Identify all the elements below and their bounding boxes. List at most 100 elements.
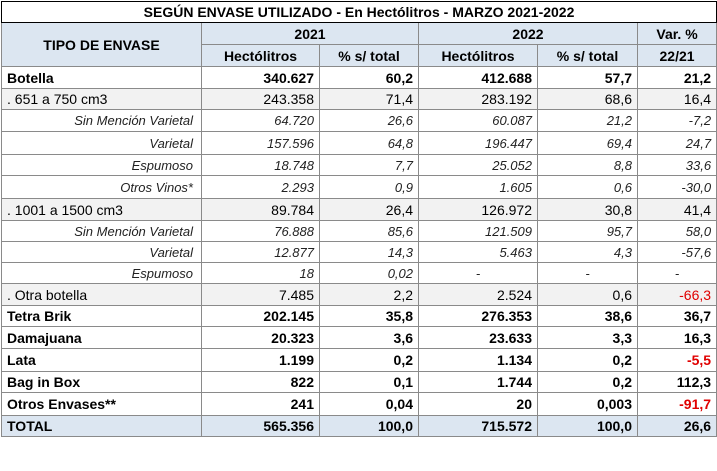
pct-2021: 0,04 bbox=[319, 392, 419, 416]
pct-2022: 0,2 bbox=[537, 371, 638, 393]
var-pct: 16,4 bbox=[636, 88, 717, 110]
pct-2022-header: % s/ total bbox=[537, 44, 638, 67]
hectolitros-2022: 23.633 bbox=[418, 326, 538, 349]
pct-2022: 21,2 bbox=[537, 109, 638, 132]
hectolitros-2022: 5.463 bbox=[418, 241, 538, 263]
pct-2022: 0,6 bbox=[537, 175, 638, 199]
var-pct: -30,0 bbox=[636, 175, 717, 199]
year-2021-header: 2021 bbox=[201, 22, 419, 45]
pct-2022: 38,6 bbox=[537, 305, 638, 327]
pct-2022: 69,4 bbox=[537, 131, 638, 155]
table-row: Damajuana 20.323 3,6 23.633 3,3 16,3 bbox=[1, 326, 717, 349]
pct-2021: 64,8 bbox=[319, 131, 419, 155]
year-2022-header: 2022 bbox=[418, 22, 638, 45]
row-label: . Otra botella bbox=[1, 283, 202, 306]
row-label: TOTAL bbox=[1, 415, 202, 437]
pct-2021: 0,1 bbox=[319, 371, 419, 393]
var-pct: 41,4 bbox=[636, 198, 717, 221]
pct-2021: 35,8 bbox=[319, 305, 419, 327]
var-pct: 33,6 bbox=[636, 154, 717, 176]
hectolitros-2021: 565.356 bbox=[201, 415, 320, 437]
pct-2022: 30,8 bbox=[537, 198, 638, 221]
pct-2021: 3,6 bbox=[319, 326, 419, 349]
hectolitros-2021: 18.748 bbox=[201, 154, 320, 176]
row-label: Botella bbox=[1, 66, 202, 89]
var-pct: 24,7 bbox=[636, 131, 717, 155]
row-label: . 1001 a 1500 cm3 bbox=[1, 198, 202, 221]
table-row: TOTAL 565.356 100,0 715.572 100,0 26,6 bbox=[1, 415, 717, 437]
row-label: Sin Mención Varietal bbox=[1, 220, 202, 242]
hectolitros-2021: 64.720 bbox=[201, 109, 320, 132]
hectolitros-2021: 241 bbox=[201, 392, 320, 416]
pct-2022: 4,3 bbox=[537, 241, 638, 263]
hectolitros-2022: 60.087 bbox=[418, 109, 538, 132]
hectolitros-2021: 243.358 bbox=[201, 88, 320, 110]
pct-2022: 57,7 bbox=[537, 66, 638, 89]
hectolitros-2021: 157.596 bbox=[201, 131, 320, 155]
tipo-envase-header: TIPO DE ENVASE bbox=[1, 22, 202, 67]
hectolitros-2022: 1.744 bbox=[418, 371, 538, 393]
row-label: Lata bbox=[1, 348, 202, 372]
var-pct: 58,0 bbox=[636, 220, 717, 242]
hectolitros-2022: 20 bbox=[418, 392, 538, 416]
pct-2022: 95,7 bbox=[537, 220, 638, 242]
row-label: Tetra Brik bbox=[1, 305, 202, 327]
pct-2022: - bbox=[537, 262, 638, 284]
table-row: Sin Mención Varietal 76.888 85,6 121.509 95,… bbox=[1, 220, 717, 242]
table-row: Otros Envases** 241 0,04 20 0,003 -91,7 bbox=[1, 392, 717, 416]
hectolitros-2022: 715.572 bbox=[418, 415, 538, 437]
pct-2021: 100,0 bbox=[319, 415, 419, 437]
pct-2022: 100,0 bbox=[537, 415, 638, 437]
table-row: . 651 a 750 cm3 243.358 71,4 283.192 68,6 16,… bbox=[1, 88, 717, 110]
table-row: Espumoso 18 0,02- - - bbox=[1, 262, 717, 284]
row-label: Varietal bbox=[1, 131, 202, 155]
hectolitros-2022: 2.524 bbox=[418, 283, 538, 306]
hectolitros-2021: 89.784 bbox=[201, 198, 320, 221]
hectolitros-2021: 76.888 bbox=[201, 220, 320, 242]
pct-2021: 60,2 bbox=[319, 66, 419, 89]
hectolitros-2022: 1.605 bbox=[418, 175, 538, 199]
envase-table: SEGÚN ENVASE UTILIZADO - En Hectólitros … bbox=[0, 1, 717, 437]
table-row: Otros Vinos* 2.293 0,9 1.605 0,6 -30,0 bbox=[1, 175, 717, 199]
var-pct: 16,3 bbox=[636, 326, 717, 349]
table-row: Lata 1.199 0,2 1.134 0,2 -5,5 bbox=[1, 348, 717, 372]
pct-2021: 0,9 bbox=[319, 175, 419, 199]
var-pct: - bbox=[636, 262, 717, 284]
table-row: . Otra botella 7.485 2,2 2.524 0,6 -66,3 bbox=[1, 283, 717, 306]
table-row: Varietal 12.877 14,3 5.463 4,3 -57,6 bbox=[1, 241, 717, 263]
table-row: Varietal 157.596 64,8 196.447 69,4 24,7 bbox=[1, 131, 717, 155]
var-pct: 21,2 bbox=[636, 66, 717, 89]
var-pct: -57,6 bbox=[636, 241, 717, 263]
pct-2022: 0,2 bbox=[537, 348, 638, 372]
pct-2021: 0,02 bbox=[319, 262, 419, 284]
pct-2021: 26,6 bbox=[319, 109, 419, 132]
pct-2022: 0,003 bbox=[537, 392, 638, 416]
hectolitros-2021: 18 bbox=[201, 262, 320, 284]
hectolitros-2021-header: Hectólitros bbox=[201, 44, 320, 67]
row-label: Varietal bbox=[1, 241, 202, 263]
hectolitros-2021: 20.323 bbox=[201, 326, 320, 349]
var-pct: 36,7 bbox=[636, 305, 717, 327]
row-label: Espumoso bbox=[1, 262, 202, 284]
hectolitros-2022: 412.688 bbox=[418, 66, 538, 89]
row-label: . 651 a 750 cm3 bbox=[1, 88, 202, 110]
pct-2021: 85,6 bbox=[319, 220, 419, 242]
var-pct: -91,7 bbox=[636, 392, 717, 416]
hectolitros-2022: 1.134 bbox=[418, 348, 538, 372]
row-label: Otros Vinos* bbox=[1, 175, 202, 199]
pct-2021: 71,4 bbox=[319, 88, 419, 110]
hectolitros-2022: 25.052 bbox=[418, 154, 538, 176]
var-pct: 112,3 bbox=[636, 371, 717, 393]
hectolitros-2021: 2.293 bbox=[201, 175, 320, 199]
var-header-top: Var. % bbox=[636, 22, 717, 45]
pct-2021: 2,2 bbox=[319, 283, 419, 306]
pct-2022: 68,6 bbox=[537, 88, 638, 110]
hectolitros-2022-header: Hectólitros bbox=[418, 44, 538, 67]
var-pct: -5,5 bbox=[636, 348, 717, 372]
row-label: Espumoso bbox=[1, 154, 202, 176]
hectolitros-2022: 121.509 bbox=[418, 220, 538, 242]
hectolitros-2022: 196.447 bbox=[418, 131, 538, 155]
var-pct: -66,3 bbox=[636, 283, 717, 306]
hectolitros-2021: 340.627 bbox=[201, 66, 320, 89]
pct-2021: 7,7 bbox=[319, 154, 419, 176]
